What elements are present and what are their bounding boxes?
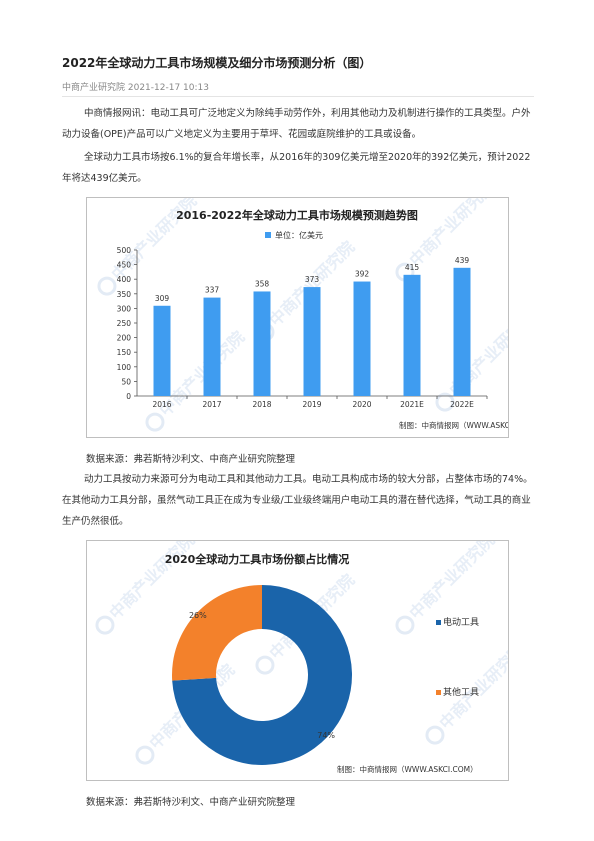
y-tick-label: 50 bbox=[121, 377, 131, 386]
x-tick-label: 2018 bbox=[252, 400, 271, 409]
chart-footer: 制图：中商情报网（WWW.ASKCI.COM） bbox=[399, 420, 508, 430]
legend-swatch bbox=[436, 690, 441, 695]
y-tick-label: 200 bbox=[117, 334, 132, 343]
intro-paragraph: 中商情报网讯：电动工具可广泛地定义为除纯手动劳作外，利用其他动力及机制进行操作的… bbox=[62, 108, 531, 140]
article-title: 2022年全球动力工具市场规模及细分市场预测分析（图） bbox=[62, 56, 372, 70]
bar bbox=[303, 287, 321, 396]
y-tick-label: 500 bbox=[117, 246, 132, 255]
source-note: 数据来源：弗若斯特沙利文、中商产业研究院整理 bbox=[86, 454, 296, 465]
x-tick-label: 2016 bbox=[152, 400, 171, 409]
y-tick-label: 250 bbox=[117, 319, 132, 328]
x-tick-label: 2021E bbox=[400, 400, 424, 409]
bar-value-label: 358 bbox=[255, 279, 270, 288]
bar bbox=[453, 267, 471, 396]
donut-slice bbox=[172, 585, 352, 765]
bar-value-label: 373 bbox=[305, 275, 320, 284]
bar bbox=[403, 274, 421, 396]
y-tick-label: 100 bbox=[117, 363, 132, 372]
bar-value-label: 439 bbox=[455, 256, 470, 265]
growth-paragraph: 全球动力工具市场按6.1%的复合年增长率，从2016年的309亿美元增至2020… bbox=[62, 152, 531, 184]
donut-chart: 2020全球动力工具市场份额占比情况 制图：中商情报网（WWW.ASKCI.CO… bbox=[165, 552, 479, 774]
y-tick-label: 350 bbox=[117, 290, 132, 299]
y-tick-label: 300 bbox=[117, 304, 132, 313]
donut-chart-frame: 中商产业研究院 中商产业研究院 中商产业研究院 中商产业研究院 中商产业研究院 … bbox=[86, 540, 509, 781]
bar bbox=[253, 291, 271, 396]
legend-label: 电动工具 bbox=[443, 616, 479, 628]
slice-label: 74% bbox=[317, 731, 335, 740]
donut-slice bbox=[172, 585, 262, 681]
legend-swatch bbox=[265, 232, 271, 238]
x-tick-label: 2022E bbox=[450, 400, 474, 409]
source-note: 数据来源：弗若斯特沙利文、中商产业研究院整理 bbox=[86, 797, 296, 808]
x-tick-label: 2020 bbox=[352, 400, 371, 409]
y-tick-label: 0 bbox=[126, 392, 131, 401]
chart-footer: 制图：中商情报网（WWW.ASKCI.COM） bbox=[337, 764, 478, 774]
bar-value-label: 309 bbox=[155, 294, 170, 303]
y-tick-label: 400 bbox=[117, 275, 132, 284]
x-tick-label: 2019 bbox=[302, 400, 321, 409]
bar-chart-title: 2016-2022年全球动力工具市场规模预测趋势图 bbox=[176, 208, 418, 222]
slice-label: 26% bbox=[189, 611, 207, 620]
bar bbox=[203, 297, 221, 396]
bar-chart: 2016-2022年全球动力工具市场规模预测趋势图 单位：亿美元 制图：中商情报… bbox=[117, 208, 508, 430]
bar-chart-frame: 中商产业研究院 中商产业研究院 中商产业研究院 中商产业研究院 中商产业研究院 … bbox=[86, 197, 509, 438]
segment-paragraph: 动力工具按动力来源可分为电动工具和其他动力工具。电动工具构成市场的较大分部，占整… bbox=[62, 474, 533, 527]
donut-chart-title: 2020全球动力工具市场份额占比情况 bbox=[165, 552, 350, 566]
legend-swatch bbox=[436, 620, 441, 625]
article-meta: 中商产业研究院 2021-12-17 10:13 bbox=[62, 83, 209, 93]
bar-value-label: 415 bbox=[405, 263, 420, 272]
x-tick-label: 2017 bbox=[202, 400, 221, 409]
legend-label: 其他工具 bbox=[443, 686, 479, 698]
bar-value-label: 392 bbox=[355, 270, 370, 279]
y-tick-label: 150 bbox=[117, 348, 132, 357]
bar bbox=[153, 305, 171, 396]
title-divider bbox=[62, 96, 534, 97]
bar bbox=[353, 281, 371, 396]
bar-value-label: 337 bbox=[205, 286, 220, 295]
y-tick-label: 450 bbox=[117, 261, 132, 270]
legend-label: 单位：亿美元 bbox=[275, 230, 323, 240]
